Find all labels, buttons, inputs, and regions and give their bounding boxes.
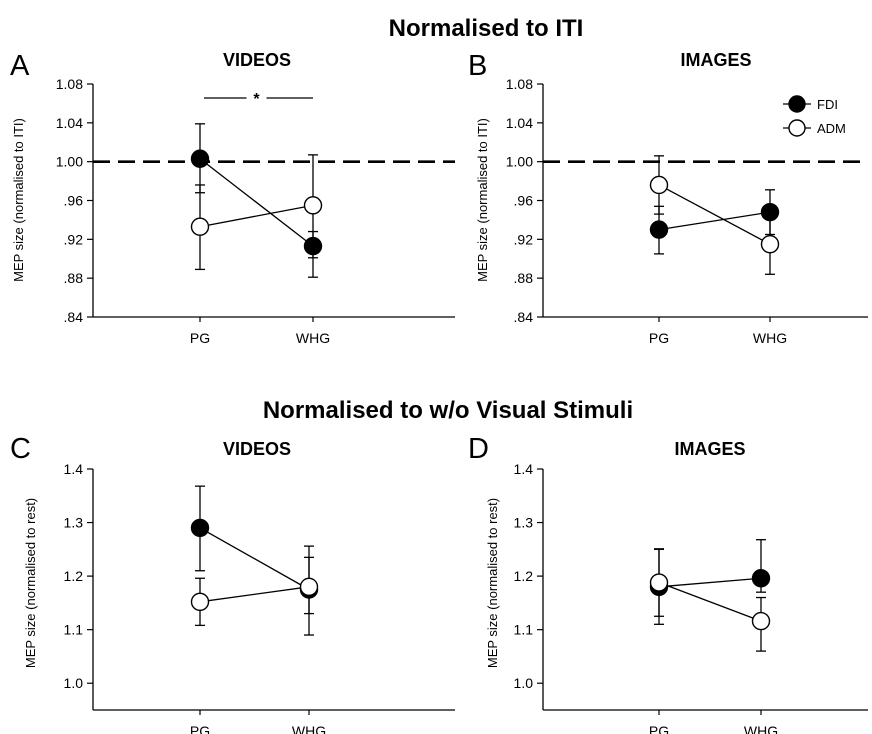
y-axis-label: MEP size (normalised to ITI) [11, 118, 26, 282]
y-tick-label: .84 [514, 309, 534, 325]
panel-title: VIDEOS [223, 439, 291, 459]
data-point-adm [751, 611, 771, 631]
x-tick-label: PG [190, 330, 210, 346]
legend-marker-fdi [788, 95, 806, 113]
y-axis-label: MEP size (normalised to rest) [485, 498, 500, 668]
y-tick-label: 1.1 [64, 622, 84, 638]
y-tick-label: 1.0 [514, 675, 534, 691]
y-axis-label: MEP size (normalised to ITI) [475, 118, 490, 282]
x-tick-label: WHG [753, 330, 787, 346]
y-tick-label: .96 [64, 193, 84, 209]
data-point-adm [190, 592, 210, 612]
y-tick-label: 1.2 [64, 568, 84, 584]
series-line-adm [199, 204, 314, 228]
y-tick-label: 1.2 [514, 568, 534, 584]
data-point-adm [649, 573, 669, 592]
y-tick-label: 1.08 [506, 76, 533, 92]
panel-b: B IMAGES MEP size (normalised to ITI) .84 .8… [468, 50, 868, 346]
panel-title: IMAGES [680, 50, 751, 70]
y-tick-label: 1.04 [506, 115, 533, 131]
x-tick-label: PG [649, 723, 669, 734]
y-tick-label: 1.3 [514, 515, 534, 531]
data-point-adm [760, 234, 780, 254]
y-tick-label: 1.4 [64, 461, 84, 477]
x-tick-label: WHG [292, 723, 326, 734]
data-point-fdi [751, 569, 771, 588]
series-line-fdi [658, 577, 762, 588]
section-title-iti: Normalised to ITI [389, 15, 584, 42]
y-tick-label: .84 [64, 309, 84, 325]
y-tick-label: 1.00 [506, 154, 533, 170]
data-point-fdi [760, 202, 780, 222]
y-tick-label: 1.3 [64, 515, 84, 531]
series-line-adm [658, 184, 771, 245]
data-point-adm [299, 577, 319, 597]
data-point-adm [649, 175, 669, 195]
x-tick-label: PG [649, 330, 669, 346]
panel-title: IMAGES [674, 439, 745, 459]
panel-letter: B [468, 50, 487, 82]
panel-title: VIDEOS [223, 50, 291, 70]
x-tick-label: PG [190, 723, 210, 734]
legend-marker-adm [788, 119, 806, 137]
x-tick-label: WHG [296, 330, 330, 346]
y-tick-label: 1.08 [56, 76, 83, 92]
y-tick-label: 1.4 [514, 461, 534, 477]
panel-a: A VIDEOS MEP size (normalised to ITI) .84 .8… [10, 50, 455, 346]
panel-letter: C [10, 433, 31, 465]
panel-d: D IMAGES MEP size (normalised to rest) 1.0 1… [468, 433, 868, 734]
series-line-adm [199, 586, 310, 603]
x-tick-label: WHG [744, 723, 778, 734]
y-tick-label: 1.0 [64, 675, 84, 691]
chart-panels: A VIDEOS MEP size (normalised to ITI) .84 .8… [10, 50, 868, 734]
series-line-adm [658, 581, 762, 622]
significance-marker: * [253, 91, 260, 108]
legend-label: ADM [817, 121, 846, 136]
y-tick-label: .92 [514, 231, 534, 247]
data-point-fdi [190, 149, 210, 168]
data-point-fdi [303, 236, 323, 256]
y-axis-label: MEP size (normalised to rest) [23, 498, 38, 668]
y-tick-label: .88 [64, 270, 84, 286]
y-tick-label: .96 [514, 193, 534, 209]
series-line-fdi [658, 211, 771, 231]
y-tick-label: 1.04 [56, 115, 83, 131]
section-title-visual-stimuli: Normalised to w/o Visual Stimuli [263, 397, 633, 424]
series-line-fdi [199, 158, 314, 247]
y-tick-label: 1.1 [514, 622, 534, 638]
panel-c: C VIDEOS MEP size (normalised to rest) 1.0 1… [10, 433, 455, 734]
y-tick-label: .88 [514, 270, 534, 286]
panel-letter: D [468, 433, 489, 465]
data-point-adm [190, 217, 210, 236]
data-point-adm [303, 196, 323, 215]
data-point-fdi [190, 518, 210, 538]
panel-letter: A [10, 50, 30, 82]
data-point-fdi [649, 220, 669, 239]
y-tick-label: .92 [64, 231, 84, 247]
legend-label: FDI [817, 97, 838, 112]
series-line-fdi [199, 527, 310, 591]
y-tick-label: 1.00 [56, 154, 83, 170]
